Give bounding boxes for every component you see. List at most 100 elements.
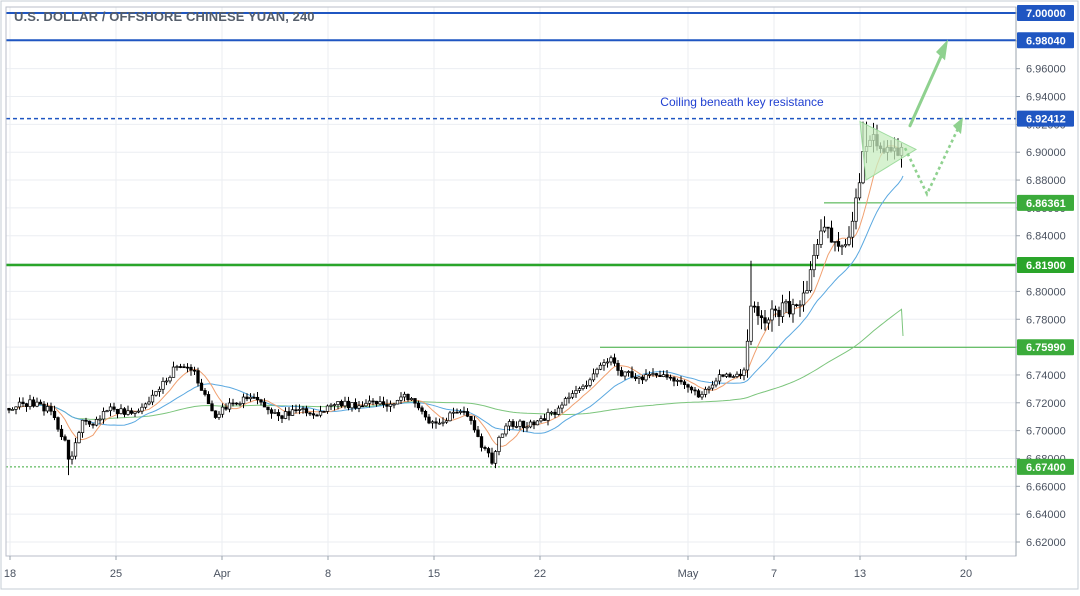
candle: [371, 398, 375, 406]
candle-body: [539, 418, 543, 422]
candle-body: [822, 226, 827, 232]
candle-body: [787, 301, 792, 315]
candle: [175, 364, 179, 371]
candle-body: [819, 230, 823, 245]
level-badge-bg: [1017, 5, 1074, 21]
candle-body: [616, 362, 620, 371]
candle-body: [567, 396, 571, 399]
candle: [448, 411, 452, 422]
candle-body: [311, 413, 316, 416]
x-tick-label: 15: [428, 568, 440, 580]
candle: [742, 367, 746, 381]
candle: [815, 239, 820, 259]
candle-body: [609, 357, 613, 363]
level-badge-6.86361: 6.86361: [1017, 194, 1074, 211]
candle: [157, 386, 162, 397]
candle: [560, 401, 564, 414]
candle: [161, 377, 165, 394]
level-badge-text: 6.86361: [1026, 198, 1066, 210]
level-badge-bg: [1017, 339, 1074, 356]
moving-average-slow: [8, 308, 904, 420]
candle-body: [458, 411, 463, 413]
candle-body: [507, 421, 512, 427]
candle: [637, 376, 641, 384]
candle: [493, 449, 498, 469]
candle: [472, 416, 477, 433]
candle: [476, 426, 480, 438]
candle: [612, 353, 617, 367]
candle: [154, 391, 158, 397]
candle-body: [444, 420, 449, 423]
candle: [581, 384, 585, 391]
candle-body: [493, 451, 498, 464]
candle: [777, 306, 781, 326]
pullback-arrow-line: [903, 127, 960, 197]
candle-body: [469, 415, 473, 421]
candle-body: [150, 394, 155, 403]
candle: [724, 372, 729, 378]
candle: [539, 415, 543, 423]
candle-body: [808, 269, 813, 291]
candle-body: [665, 374, 669, 378]
candle-body: [94, 419, 99, 426]
candle: [147, 396, 151, 406]
level-badge-bg: [1017, 256, 1074, 273]
candle-body: [710, 384, 715, 389]
candle-body: [35, 401, 39, 407]
candle: [749, 260, 753, 346]
candle-body: [542, 418, 547, 421]
candle-body: [332, 404, 337, 406]
candle-body: [658, 374, 662, 377]
candle: [105, 409, 109, 413]
candle: [672, 376, 676, 387]
candle: [346, 396, 351, 411]
candle-body: [304, 408, 309, 414]
candle: [794, 303, 799, 308]
candle: [570, 390, 575, 400]
candle: [332, 403, 337, 411]
candle-body: [717, 374, 722, 382]
x-tick-label: May: [678, 568, 699, 580]
level-badge-text: 6.67400: [1026, 462, 1066, 474]
candle: [658, 370, 662, 378]
candle-body: [591, 373, 596, 381]
candle: [854, 188, 858, 230]
candle: [591, 368, 596, 382]
candle-body: [521, 420, 526, 429]
candle-body: [476, 429, 480, 437]
candle-body: [759, 315, 764, 319]
candle: [616, 360, 620, 376]
candle-body: [238, 403, 242, 405]
candle: [521, 420, 526, 433]
y-tick-label: 6.96000: [1026, 64, 1066, 76]
candle-body: [633, 376, 638, 379]
candle: [574, 385, 578, 398]
candle-body: [119, 408, 123, 414]
candle-body: [840, 245, 844, 248]
candle-body: [546, 412, 550, 421]
candle-body: [672, 377, 676, 382]
candle-body: [486, 448, 491, 454]
candle-body: [129, 410, 134, 414]
candle: [465, 408, 470, 418]
candle-body: [77, 432, 81, 444]
candle-body: [259, 399, 263, 403]
candle: [451, 407, 456, 419]
candle: [707, 385, 711, 394]
candle-body: [49, 406, 53, 412]
candle-body: [843, 244, 848, 247]
candle: [315, 413, 319, 417]
candle: [70, 451, 74, 465]
candle-body: [707, 387, 711, 390]
candle-body: [742, 369, 746, 376]
level-badge-text: 7.00000: [1026, 8, 1066, 20]
candle: [535, 419, 540, 426]
candle: [602, 359, 606, 371]
candle: [343, 396, 347, 409]
candle: [399, 392, 403, 404]
candle-body: [728, 373, 732, 378]
candle-body: [353, 402, 358, 409]
candle-body: [731, 376, 736, 378]
candle: [462, 406, 466, 416]
